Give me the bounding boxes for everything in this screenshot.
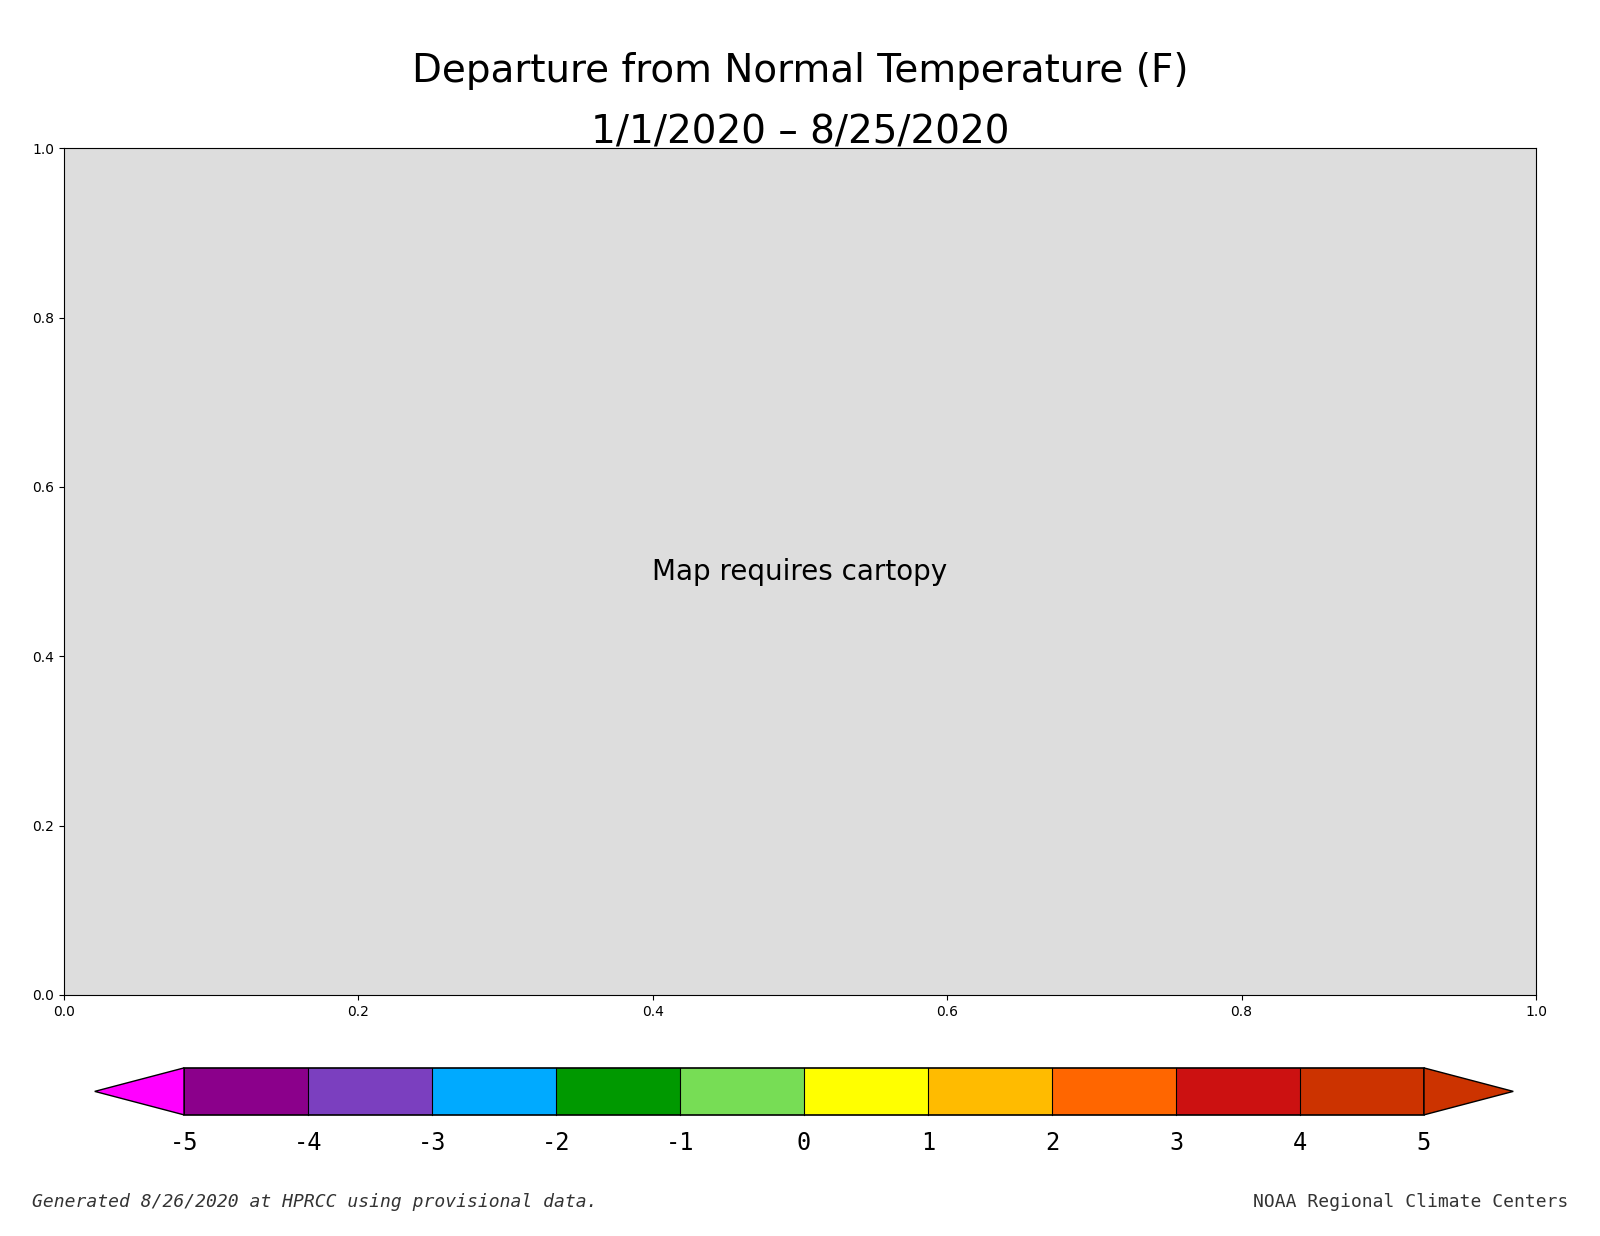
Text: Generated 8/26/2020 at HPRCC using provisional data.: Generated 8/26/2020 at HPRCC using provi…: [32, 1193, 597, 1211]
Text: Map requires cartopy: Map requires cartopy: [653, 557, 947, 586]
Text: 5: 5: [1418, 1131, 1430, 1154]
Text: 1/1/2020 – 8/25/2020: 1/1/2020 – 8/25/2020: [590, 114, 1010, 152]
Bar: [805, 1068, 928, 1115]
Bar: [184, 1068, 307, 1115]
Text: 3: 3: [1170, 1131, 1182, 1154]
Text: 1: 1: [922, 1131, 934, 1154]
Bar: [1176, 1068, 1299, 1115]
Text: NOAA Regional Climate Centers: NOAA Regional Climate Centers: [1253, 1193, 1568, 1211]
Text: -2: -2: [542, 1131, 570, 1154]
Bar: [928, 1068, 1053, 1115]
Bar: [1053, 1068, 1176, 1115]
Text: -1: -1: [666, 1131, 694, 1154]
Text: -3: -3: [418, 1131, 446, 1154]
Text: 0: 0: [797, 1131, 811, 1154]
Polygon shape: [1424, 1068, 1514, 1115]
Bar: [307, 1068, 432, 1115]
Text: 4: 4: [1293, 1131, 1307, 1154]
Bar: [1299, 1068, 1424, 1115]
Text: Departure from Normal Temperature (F): Departure from Normal Temperature (F): [411, 52, 1189, 90]
Text: 2: 2: [1045, 1131, 1059, 1154]
Bar: [432, 1068, 557, 1115]
Bar: [680, 1068, 805, 1115]
Polygon shape: [94, 1068, 184, 1115]
Text: -5: -5: [170, 1131, 198, 1154]
Bar: [557, 1068, 680, 1115]
Text: -4: -4: [294, 1131, 322, 1154]
